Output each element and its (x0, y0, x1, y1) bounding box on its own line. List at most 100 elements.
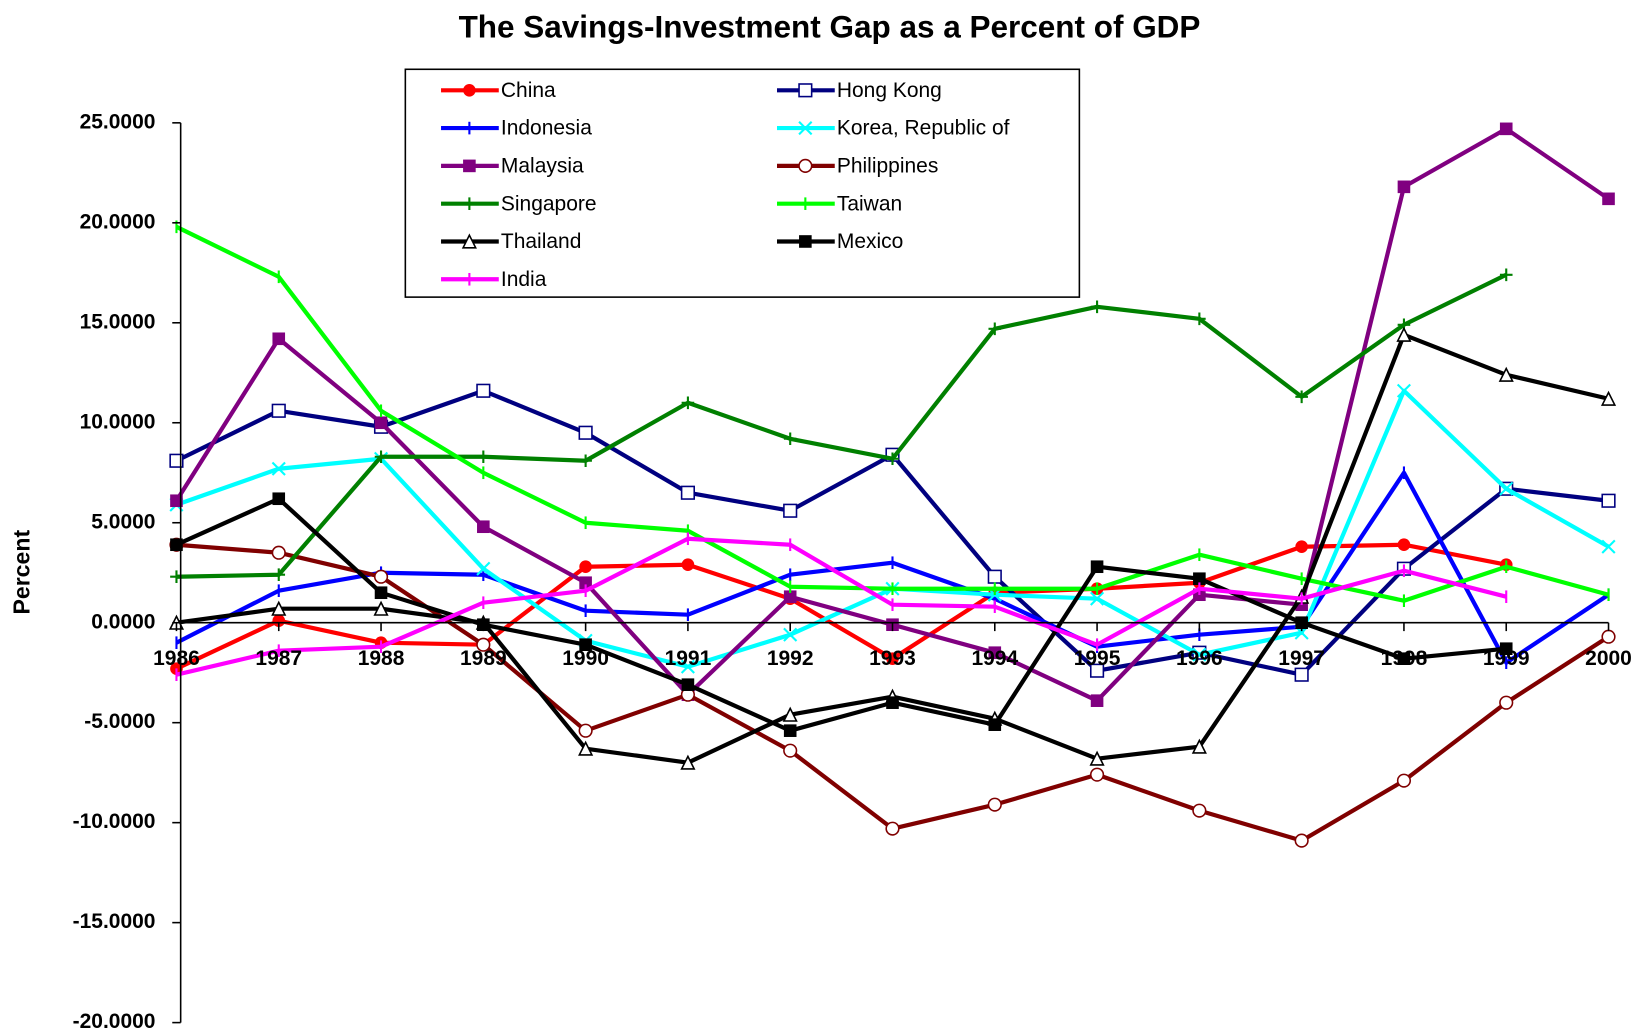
point (1600, 390, 1617, 406)
point (272, 332, 286, 346)
point (579, 454, 592, 468)
point (272, 614, 286, 628)
point (373, 569, 389, 584)
point (987, 797, 1002, 812)
x-tick-label: 1993 (869, 647, 916, 670)
point (783, 627, 798, 642)
point (680, 754, 696, 770)
y-tick-label: -10.0000 (73, 810, 156, 833)
point (170, 538, 183, 552)
point (783, 432, 797, 446)
y-tick-label: 10.0000 (80, 410, 156, 433)
point (681, 678, 695, 691)
point (1090, 591, 1105, 606)
legend-marker (798, 121, 813, 136)
legend-label: Philippines (837, 154, 939, 177)
point (476, 383, 491, 398)
point (988, 718, 1002, 731)
x-tick-label: 1997 (1278, 647, 1325, 670)
x-tick-label: 2000 (1585, 647, 1632, 670)
point (1295, 390, 1308, 404)
point (1192, 803, 1207, 818)
series-line (175, 496, 1507, 733)
point (1090, 694, 1104, 707)
point (987, 569, 1002, 584)
point (271, 403, 286, 418)
point (374, 586, 388, 600)
point (1089, 767, 1105, 782)
legend-marker (463, 197, 476, 210)
point (886, 452, 899, 466)
series-line (176, 272, 1508, 579)
point (374, 416, 388, 430)
point (169, 453, 184, 468)
x-tick-label: 1992 (767, 647, 814, 670)
point (477, 450, 490, 464)
point (271, 600, 287, 616)
point (1090, 300, 1104, 314)
point (1499, 268, 1513, 282)
legend-label: Hong Kong (837, 79, 942, 102)
point (1089, 663, 1105, 678)
y-tick-label: 25.0000 (80, 110, 156, 133)
point (1602, 192, 1615, 206)
point (886, 696, 899, 709)
legend-label: China (501, 79, 556, 102)
x-tick-label: 1999 (1483, 647, 1530, 670)
point (1396, 326, 1412, 342)
y-tick-label: 20.0000 (80, 210, 156, 233)
legend-label: Indonesia (501, 117, 592, 140)
point (271, 461, 286, 476)
point (782, 706, 798, 722)
legend-label: Thailand (501, 230, 581, 253)
point (1499, 642, 1513, 655)
point (783, 743, 798, 758)
y-tick-label: -20.0000 (73, 1010, 156, 1031)
point (988, 646, 1002, 659)
legend-marker (798, 158, 813, 173)
y-tick-label: 0.0000 (91, 610, 155, 633)
x-tick-label: 1995 (1074, 647, 1121, 670)
plot-area (168, 122, 1617, 848)
x-tick-label: 1996 (1176, 647, 1223, 670)
point (1397, 652, 1411, 665)
point (579, 638, 592, 651)
point (1499, 481, 1514, 496)
legend-label: Mexico (837, 230, 903, 253)
point (1396, 383, 1411, 398)
point (476, 561, 491, 576)
chart-title: The Savings-Investment Gap as a Percent … (459, 9, 1201, 45)
point (374, 450, 388, 464)
point (1498, 366, 1514, 382)
legend-marker (798, 83, 813, 98)
legend-marker (463, 159, 476, 173)
point (1601, 629, 1616, 644)
x-tick-label: 1991 (665, 647, 712, 670)
point (783, 503, 798, 518)
y-axis-label: Percent (8, 530, 34, 615)
x-tick-label: 1987 (255, 647, 302, 670)
point (578, 425, 593, 440)
legend-box (404, 68, 1081, 298)
x-tick-label: 1986 (153, 647, 200, 670)
series-line (175, 542, 1507, 671)
point (1193, 312, 1206, 326)
x-tick-label: 1994 (971, 647, 1018, 670)
point (1601, 539, 1616, 554)
point (886, 652, 899, 665)
point (1191, 738, 1207, 754)
point (1089, 750, 1105, 766)
point (477, 520, 490, 534)
legend-label: Korea, Republic of (837, 117, 1010, 140)
point (476, 637, 491, 652)
legend-label: Taiwan (837, 192, 902, 215)
legend-marker (461, 233, 477, 249)
point (1397, 180, 1411, 194)
point (1294, 667, 1309, 682)
point (680, 485, 695, 500)
x-tick-label: 1989 (460, 647, 507, 670)
point (1601, 493, 1616, 508)
point (1295, 540, 1308, 554)
point (1192, 647, 1207, 662)
point (1396, 773, 1412, 788)
